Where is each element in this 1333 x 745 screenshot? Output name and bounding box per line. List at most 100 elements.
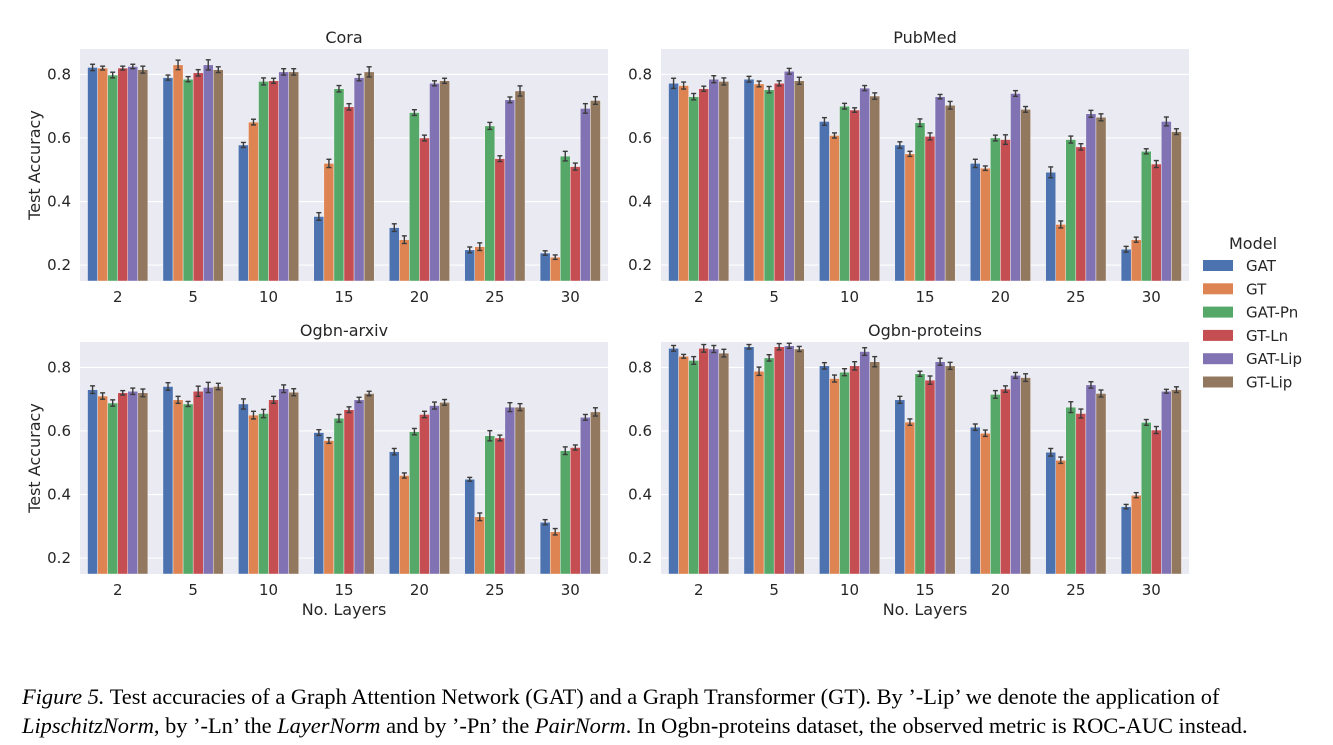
bar-gt-ln: [1151, 429, 1162, 575]
chart-title: Ogbn-proteins: [868, 321, 982, 340]
bar-gat-lip: [1161, 121, 1172, 282]
error-bar: [1088, 109, 1094, 119]
bar-gat-lip: [1010, 93, 1021, 282]
error-bar: [1023, 105, 1029, 113]
error-bar: [185, 400, 191, 408]
error-bar: [927, 132, 933, 141]
bar-gat-pn: [839, 371, 850, 575]
error-bar: [507, 402, 513, 413]
bar-gat: [1045, 172, 1056, 282]
bar-gt-lip: [718, 352, 730, 575]
error-bar: [421, 410, 427, 419]
bar-gt-ln: [192, 72, 204, 282]
bar-gat-lip: [934, 361, 946, 575]
bar-gat: [162, 77, 174, 282]
x-tick-label: 30: [561, 288, 580, 306]
error-bar: [947, 100, 953, 110]
bar-gt-ln: [698, 348, 709, 575]
error-bar: [701, 85, 707, 92]
x-tick-label: 15: [334, 581, 353, 599]
error-bar: [1002, 134, 1008, 146]
bar-gt-lip: [794, 80, 805, 282]
bar-gat-lip: [859, 87, 870, 282]
bar-gt: [97, 67, 108, 282]
error-bar: [972, 423, 978, 432]
error-bar: [205, 59, 211, 71]
bar-gat-pn: [914, 122, 926, 282]
bar-gt-ln: [849, 365, 860, 575]
bar-gt-ln: [117, 392, 128, 575]
bar-gat-pn: [1065, 406, 1077, 575]
bar-gt: [474, 516, 486, 575]
error-bar: [175, 395, 181, 405]
bar-gt-ln: [1151, 163, 1162, 282]
error-bar: [250, 118, 256, 126]
error-bar: [90, 63, 96, 72]
legend-label: GT-Lip: [1246, 374, 1292, 392]
error-bar: [786, 67, 792, 75]
bar-gt: [904, 153, 916, 282]
bar-gat-pn: [182, 403, 194, 575]
bar-gat-lip: [127, 66, 139, 282]
bar-gt-ln: [773, 346, 785, 575]
bar-gat: [1120, 249, 1132, 282]
caption-layernorm: LayerNorm: [277, 713, 381, 738]
bar-gt-ln: [1000, 139, 1011, 282]
bar-gt-ln: [1075, 413, 1087, 575]
x-tick-label: 20: [991, 288, 1010, 306]
bar-gt: [980, 433, 991, 575]
x-axis-label: No. Layers: [302, 600, 387, 619]
bar-gat-lip: [202, 387, 214, 575]
error-bar: [205, 381, 211, 394]
error-bar: [862, 84, 868, 92]
bar-gat-pn: [688, 360, 699, 575]
bar-gat: [743, 78, 755, 282]
caption-pairnorm: PairNorm: [534, 713, 626, 738]
bar-gat-pn: [839, 106, 850, 282]
bar-gt-ln: [924, 136, 936, 282]
error-bar: [130, 387, 136, 396]
error-bar: [90, 385, 96, 395]
error-bar: [992, 134, 998, 142]
error-bar: [681, 353, 687, 359]
bar-gat-pn: [484, 435, 496, 575]
y-tick-label: 0.4: [628, 193, 652, 211]
bar-gat-lip: [278, 71, 289, 282]
legend-label: GT: [1246, 280, 1267, 298]
error-bar: [691, 92, 697, 101]
bar-gat: [970, 163, 981, 282]
error-bar: [852, 361, 858, 371]
error-bar: [1098, 113, 1104, 122]
error-bar: [477, 242, 483, 252]
y-tick-label: 0.2: [47, 256, 71, 274]
bar-gat-pn: [333, 88, 345, 282]
error-bar: [766, 85, 772, 94]
bar-gt-lip: [1171, 389, 1182, 575]
bar-gat: [313, 432, 325, 575]
error-bar: [1013, 371, 1019, 379]
bar-gt: [172, 399, 184, 575]
error-bar: [175, 59, 181, 71]
bar-gt: [678, 85, 689, 282]
error-bar: [542, 518, 548, 526]
bar-gt-lip: [869, 361, 880, 575]
error-bar: [927, 375, 933, 385]
caption-text-2: , by ’-Ln’ the: [153, 713, 278, 738]
error-bar: [185, 75, 191, 83]
bar-gat-lip: [1085, 384, 1097, 575]
bar-gat-lip: [429, 83, 440, 282]
bar-gt: [1130, 239, 1142, 282]
error-bar: [701, 343, 707, 353]
x-tick-label: 2: [694, 288, 704, 306]
bar-gt: [248, 121, 259, 282]
bar-gt-ln: [343, 106, 355, 282]
bar-gat: [87, 67, 98, 282]
bar-gat-pn: [484, 125, 496, 282]
error-bar: [271, 77, 277, 85]
error-bar: [552, 527, 558, 536]
bar-gt: [323, 163, 335, 282]
error-bar: [972, 158, 978, 169]
error-bar: [467, 246, 473, 254]
bar-gt-lip: [1171, 131, 1182, 282]
error-bar: [786, 342, 792, 350]
